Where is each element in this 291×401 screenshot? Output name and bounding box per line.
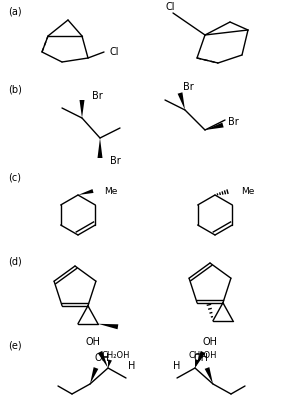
Text: H: H — [173, 361, 180, 371]
Polygon shape — [195, 351, 205, 368]
Polygon shape — [108, 360, 112, 368]
Text: OH: OH — [95, 353, 109, 363]
Polygon shape — [97, 138, 102, 158]
Text: Cl: Cl — [165, 2, 175, 12]
Text: CH₂OH: CH₂OH — [102, 350, 130, 360]
Text: Br: Br — [183, 82, 194, 92]
Text: Cl: Cl — [110, 47, 120, 57]
Text: Br: Br — [228, 117, 239, 127]
Polygon shape — [78, 189, 93, 195]
Text: OH: OH — [194, 353, 208, 363]
Text: (b): (b) — [8, 85, 22, 95]
Text: Me: Me — [241, 186, 254, 196]
Text: H: H — [128, 361, 135, 371]
Text: OH: OH — [203, 337, 217, 347]
Text: (a): (a) — [8, 7, 22, 17]
Text: (d): (d) — [8, 257, 22, 267]
Polygon shape — [195, 360, 199, 368]
Polygon shape — [178, 92, 185, 110]
Text: Br: Br — [92, 91, 103, 101]
Polygon shape — [98, 351, 108, 368]
Text: Br: Br — [110, 156, 121, 166]
Polygon shape — [98, 324, 118, 329]
Polygon shape — [205, 367, 213, 384]
Polygon shape — [205, 123, 224, 130]
Text: OH: OH — [86, 337, 100, 347]
Polygon shape — [79, 100, 84, 118]
Text: Me: Me — [104, 186, 117, 196]
Polygon shape — [90, 367, 98, 384]
Text: (c): (c) — [8, 173, 21, 183]
Text: CH₂OH: CH₂OH — [189, 350, 217, 360]
Text: (e): (e) — [8, 340, 22, 350]
